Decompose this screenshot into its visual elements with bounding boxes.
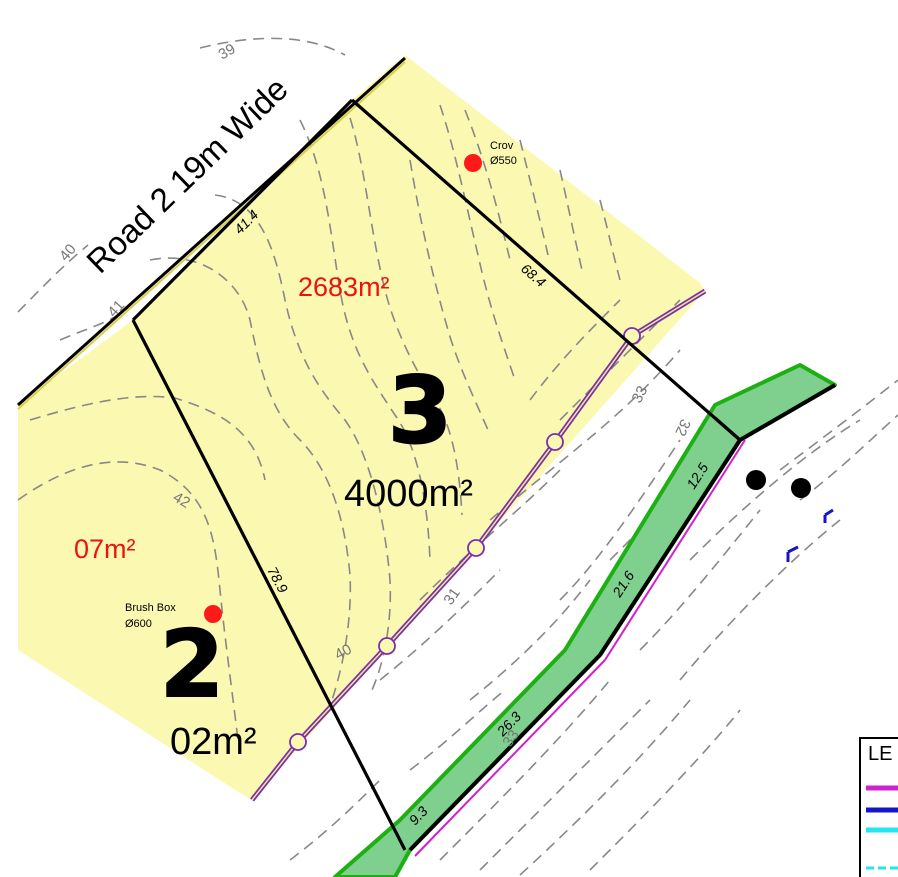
legend-title: LE	[868, 743, 892, 765]
lot-fill	[18, 55, 705, 800]
blue-marker	[823, 508, 834, 523]
contour-label: 33	[629, 383, 652, 406]
road-frontage	[16, 56, 407, 410]
tree-dot	[464, 154, 482, 172]
contour-label: 39	[216, 40, 239, 63]
contour-label: 40	[332, 641, 355, 664]
contour-label: 33	[499, 727, 522, 750]
tree-size-label: Ø550	[490, 155, 517, 167]
lot-3-number: 3	[388, 357, 452, 464]
survey-dot	[746, 470, 766, 490]
contour-label: 42	[170, 489, 193, 512]
tree-dot	[204, 605, 222, 623]
lot-2-partial-area: 07m²	[74, 534, 136, 564]
lot-boundaries	[131, 98, 742, 851]
tree-size-label: Ø600	[125, 618, 152, 630]
contour-label: 41	[104, 297, 128, 321]
tree-name-label: Brush Box	[125, 602, 176, 614]
legend: LE	[859, 737, 898, 877]
contour-label: 32	[671, 416, 693, 438]
lot-2-number: 2	[160, 611, 224, 718]
lot-3-area: 4000m²	[344, 473, 473, 515]
contour-label: 40	[56, 241, 80, 265]
contour-lines	[17, 37, 898, 876]
tree-name-label: Crov	[490, 140, 514, 152]
lot-2-area: 02m²	[170, 721, 257, 763]
blue-marker	[786, 545, 799, 562]
green-corridor	[333, 363, 837, 877]
survey-dot	[791, 478, 811, 498]
lot-3-partial-area: 2683m²	[298, 272, 390, 302]
contour-label: 31	[440, 585, 463, 608]
